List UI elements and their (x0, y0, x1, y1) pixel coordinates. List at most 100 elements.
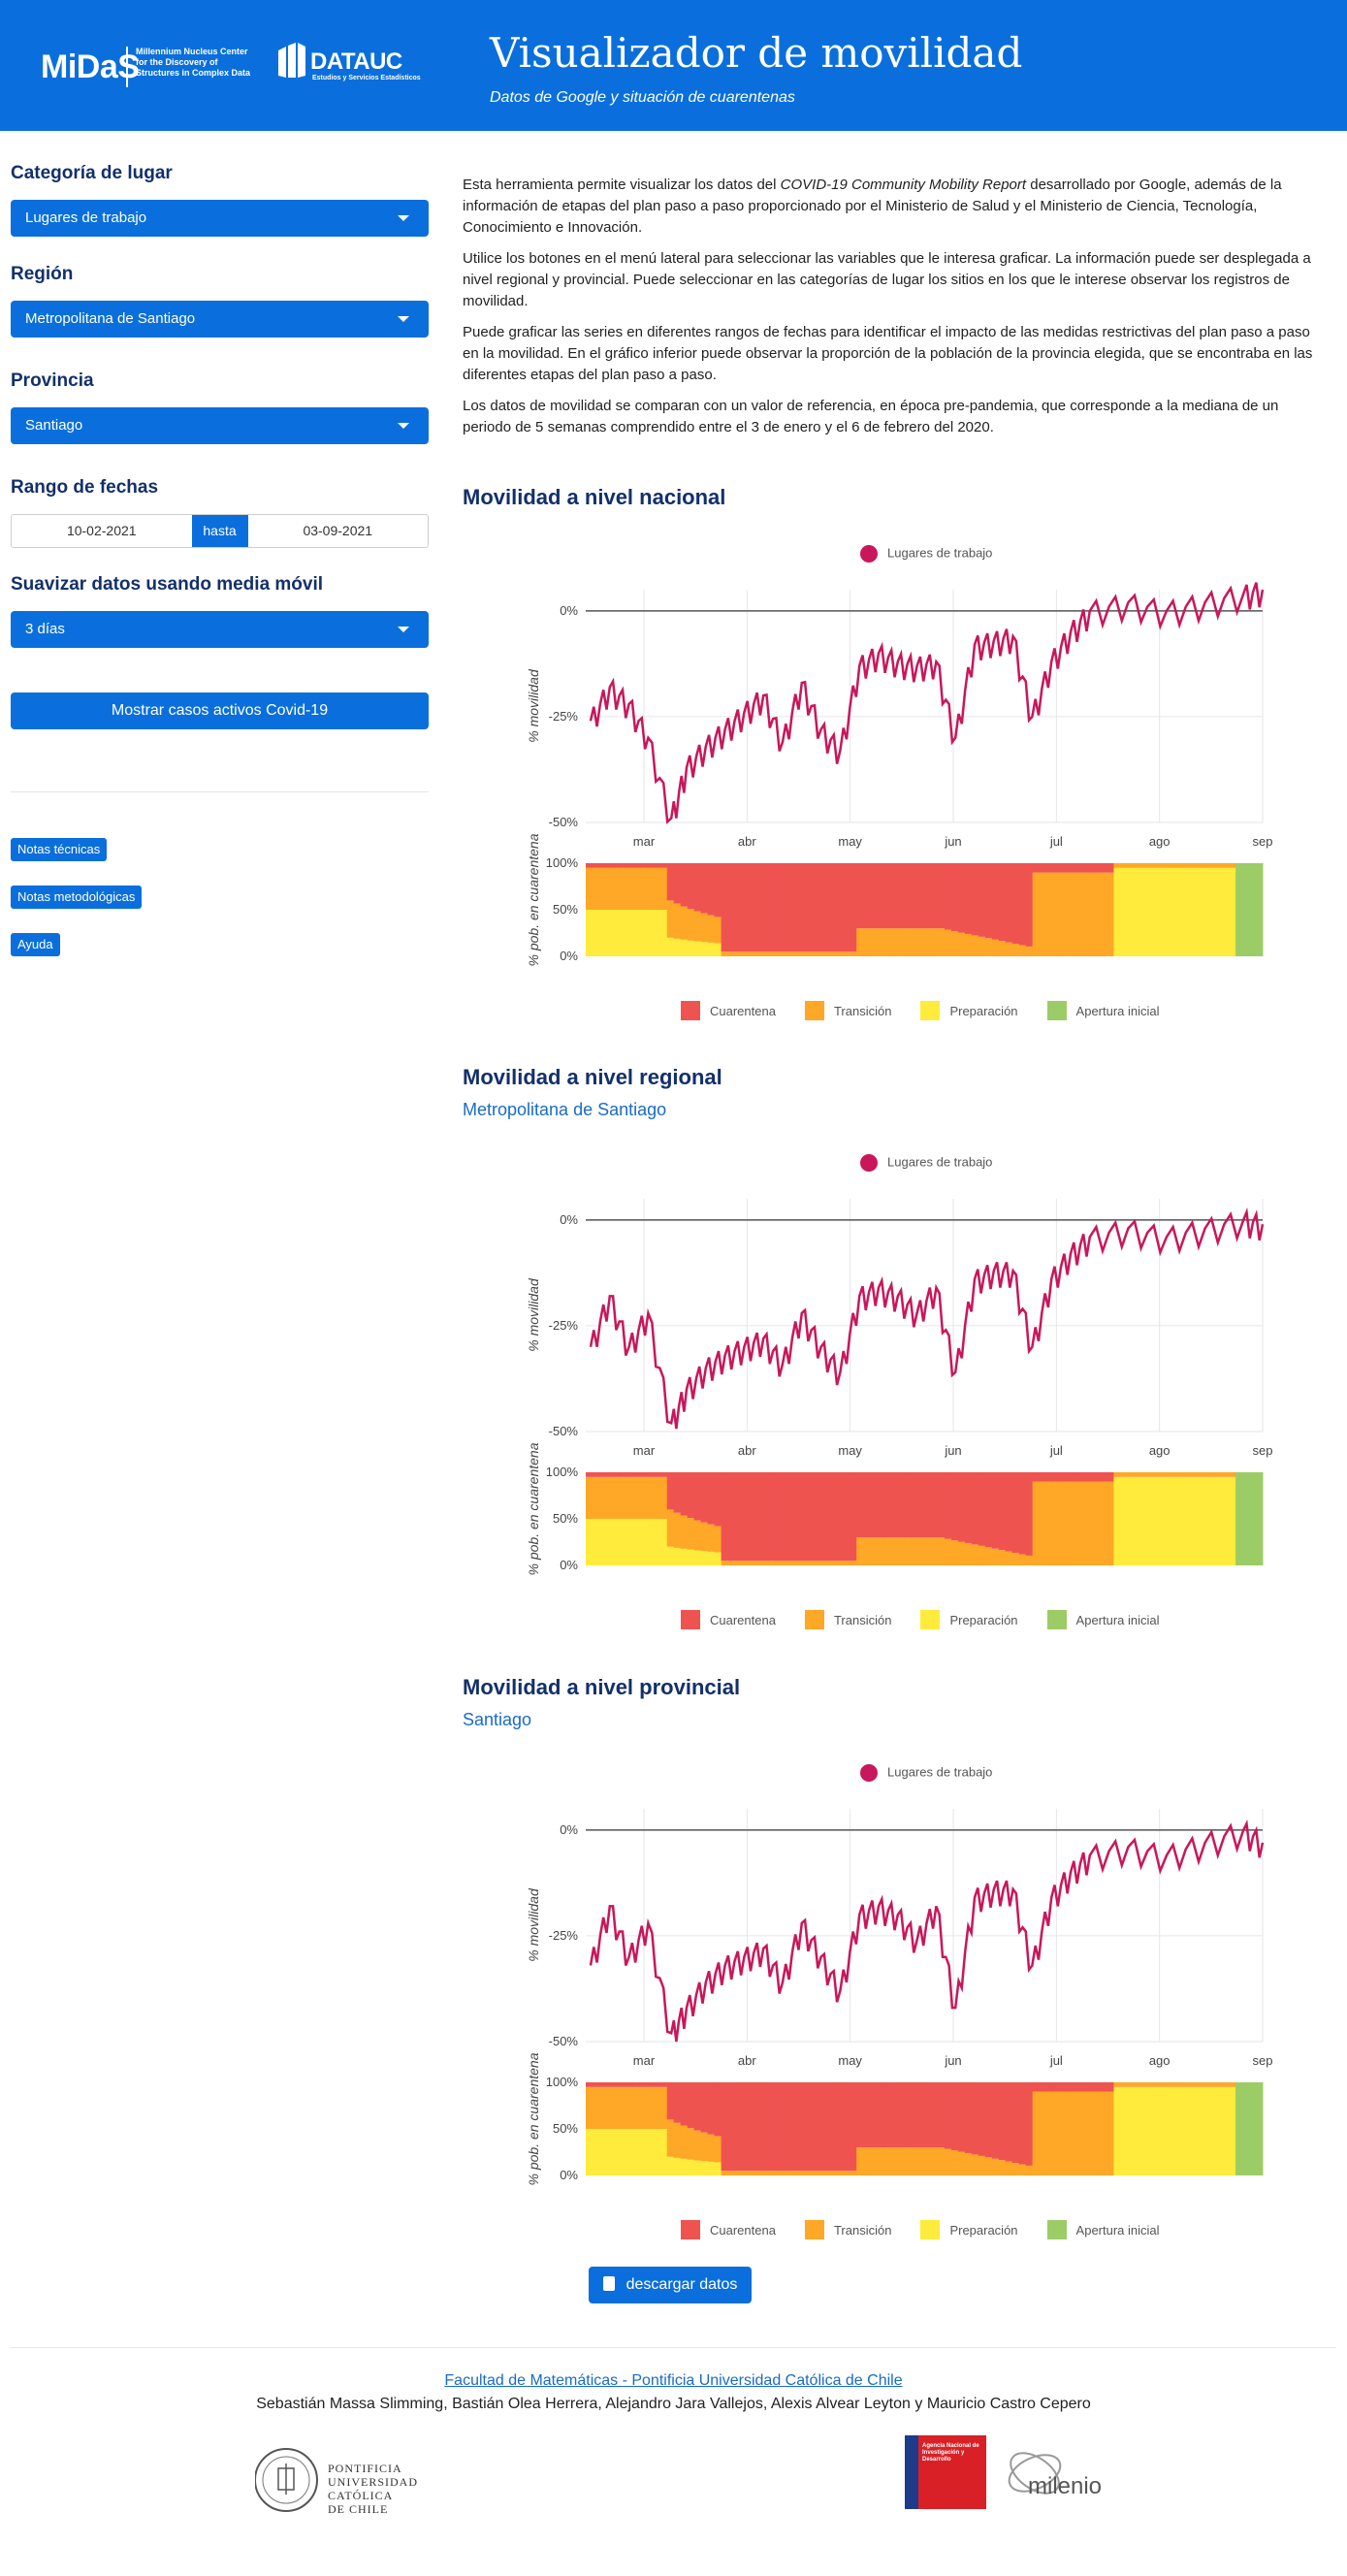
bar-y-tick-label: 100% (546, 1465, 579, 1479)
transicion-bar (592, 1476, 600, 1519)
legend-series[interactable]: Lugares de trabajo (860, 1154, 992, 1172)
transicion-bar (1052, 2091, 1061, 2175)
intro-paragraph: Esta herramienta permite visualizar los … (463, 177, 1282, 236)
download-data-button[interactable]: descargar datos (589, 2267, 752, 2303)
date-to-input[interactable]: 03-09-2021 (303, 523, 373, 538)
mobility-series-line[interactable] (589, 1207, 1265, 1430)
methodology-notes-button[interactable]: Notas metodológicas (11, 886, 143, 909)
transicion-bar (734, 1561, 743, 1565)
preparacion-bar (1113, 867, 1121, 956)
legend-swatch (1046, 2220, 1067, 2239)
preparacion-bar (714, 2162, 722, 2175)
category-label: Categoría de lugar (11, 163, 173, 183)
cuarentena-bar (897, 863, 905, 929)
milenio-logo-icon (1008, 2452, 1062, 2495)
cuarentena-bar (788, 2082, 796, 2172)
transicion-bar (619, 2086, 627, 2129)
cuarentena-bar (1039, 1472, 1047, 1482)
transicion-bar (741, 951, 750, 956)
transicion-bar (917, 1537, 925, 1565)
region-select-value: Metropolitana de Santiago (25, 310, 196, 327)
transicion-bar (754, 1561, 762, 1565)
legend-label: Lugares de trabajo (887, 1154, 993, 1170)
transicion-bar (693, 911, 702, 942)
category-select[interactable]: Lugares de trabajo (11, 200, 429, 237)
chart-svg: mar abr may jun jul ago sep 0% -25% -50% % movilid… (526, 1199, 1272, 1576)
download-label: descargar datos (625, 2276, 738, 2293)
phase-legend-item[interactable]: Transición (804, 2220, 891, 2239)
cuarentena-bar (1018, 863, 1027, 946)
phase-legend-item[interactable]: Transición (804, 1001, 891, 1020)
phase-legend-item[interactable]: Transición (804, 1610, 891, 1629)
y-tick-label: -25% (549, 1928, 579, 1943)
transicion-bar (897, 2147, 905, 2175)
preparacion-bar (1174, 2086, 1182, 2175)
transicion-bar (937, 1537, 946, 1565)
cuarentena-bar (605, 1472, 614, 1477)
transicion-bar (1127, 1472, 1135, 1477)
regional-section-subtitle: Metropolitana de Santiago (463, 1100, 667, 1119)
transicion-bar (1086, 2091, 1094, 2175)
phase-legend-item[interactable]: Apertura inicial (1046, 2220, 1160, 2239)
cuarentena-bar (957, 1472, 966, 1542)
cuarentena-bar (911, 863, 918, 929)
phase-legend-item[interactable]: Cuarentena (681, 1610, 776, 1629)
smooth-select[interactable]: 3 días (11, 611, 429, 648)
transicion-bar (1229, 2082, 1236, 2087)
anid-logo-text: Agencia Nacional de Investigación y Desa… (922, 2443, 979, 2463)
technical-notes-button[interactable]: Notas técnicas (11, 838, 108, 861)
cuarentena-bar (754, 863, 762, 952)
preparacion-bar (1161, 1476, 1169, 1565)
transicion-bar (721, 951, 729, 956)
region-select[interactable]: Metropolitana de Santiago (11, 301, 429, 338)
cuarentena-bar (1025, 2082, 1034, 2166)
cuarentena-bar (1106, 863, 1114, 873)
preparacion-bar (1140, 2086, 1148, 2175)
transicion-bar (1154, 863, 1162, 868)
legend-swatch (920, 1610, 941, 1629)
show-covid-cases-button[interactable]: Mostrar casos activos Covid-19 (11, 692, 429, 729)
phase-legend-item[interactable]: Apertura inicial (1046, 1001, 1160, 1020)
cuarentena-bar (727, 1472, 736, 1562)
mobility-series-line[interactable] (589, 582, 1265, 824)
intro-paragraph: Utilice los botones en el menú lateral p… (463, 250, 1311, 309)
preparacion-bar (1147, 1476, 1155, 1565)
mobility-series-line[interactable] (589, 1819, 1265, 2043)
province-select[interactable]: Santiago (11, 407, 429, 444)
transicion-bar (1100, 872, 1107, 956)
phase-legend-item[interactable]: Cuarentena (681, 1001, 776, 1020)
x-tick-label: abr (738, 834, 756, 849)
preparacion-bar (1113, 1476, 1121, 1565)
transicion-bar (950, 2150, 959, 2175)
cuarentena-bar (782, 1472, 789, 1562)
transicion-bar (646, 867, 655, 910)
phase-legend-item[interactable]: Preparación (920, 2220, 1018, 2239)
help-button[interactable]: Ayuda (11, 933, 60, 956)
transicion-bar (1025, 946, 1034, 956)
phase-legend-item[interactable]: Apertura inicial (1046, 1610, 1160, 1629)
legend-series[interactable]: Lugares de trabajo (860, 545, 992, 563)
cuarentena-bar (829, 863, 837, 952)
puc-seal-icon (255, 2448, 318, 2512)
cuarentena-bar (775, 863, 783, 952)
transicion-bar (625, 867, 634, 910)
phase-legend-item[interactable]: Cuarentena (681, 2220, 776, 2239)
faculty-link[interactable]: Facultad de Matemáticas - Pontificia Uni… (444, 2372, 903, 2389)
cuarentena-bar (714, 863, 722, 918)
date-from-input[interactable]: 10-02-2021 (66, 523, 137, 538)
preparacion-bar (1215, 867, 1223, 956)
phase-legend-item[interactable]: Preparación (920, 1001, 1018, 1020)
preparacion-bar (619, 1519, 627, 1565)
transicion-bar (850, 951, 857, 956)
transicion-bar (1147, 863, 1155, 868)
cuarentena-bar (1093, 2082, 1101, 2092)
phase-legend-item[interactable]: Preparación (920, 1610, 1018, 1629)
cuarentena-bar (734, 2082, 743, 2172)
cuarentena-bar (1032, 2082, 1041, 2092)
legend-series[interactable]: Lugares de trabajo (860, 1764, 992, 1782)
transicion-bar (877, 1537, 884, 1565)
cuarentena-bar (625, 2082, 634, 2087)
transicion-bar (619, 867, 627, 910)
transicion-bar (605, 2086, 614, 2129)
transicion-bar (1039, 1481, 1047, 1565)
